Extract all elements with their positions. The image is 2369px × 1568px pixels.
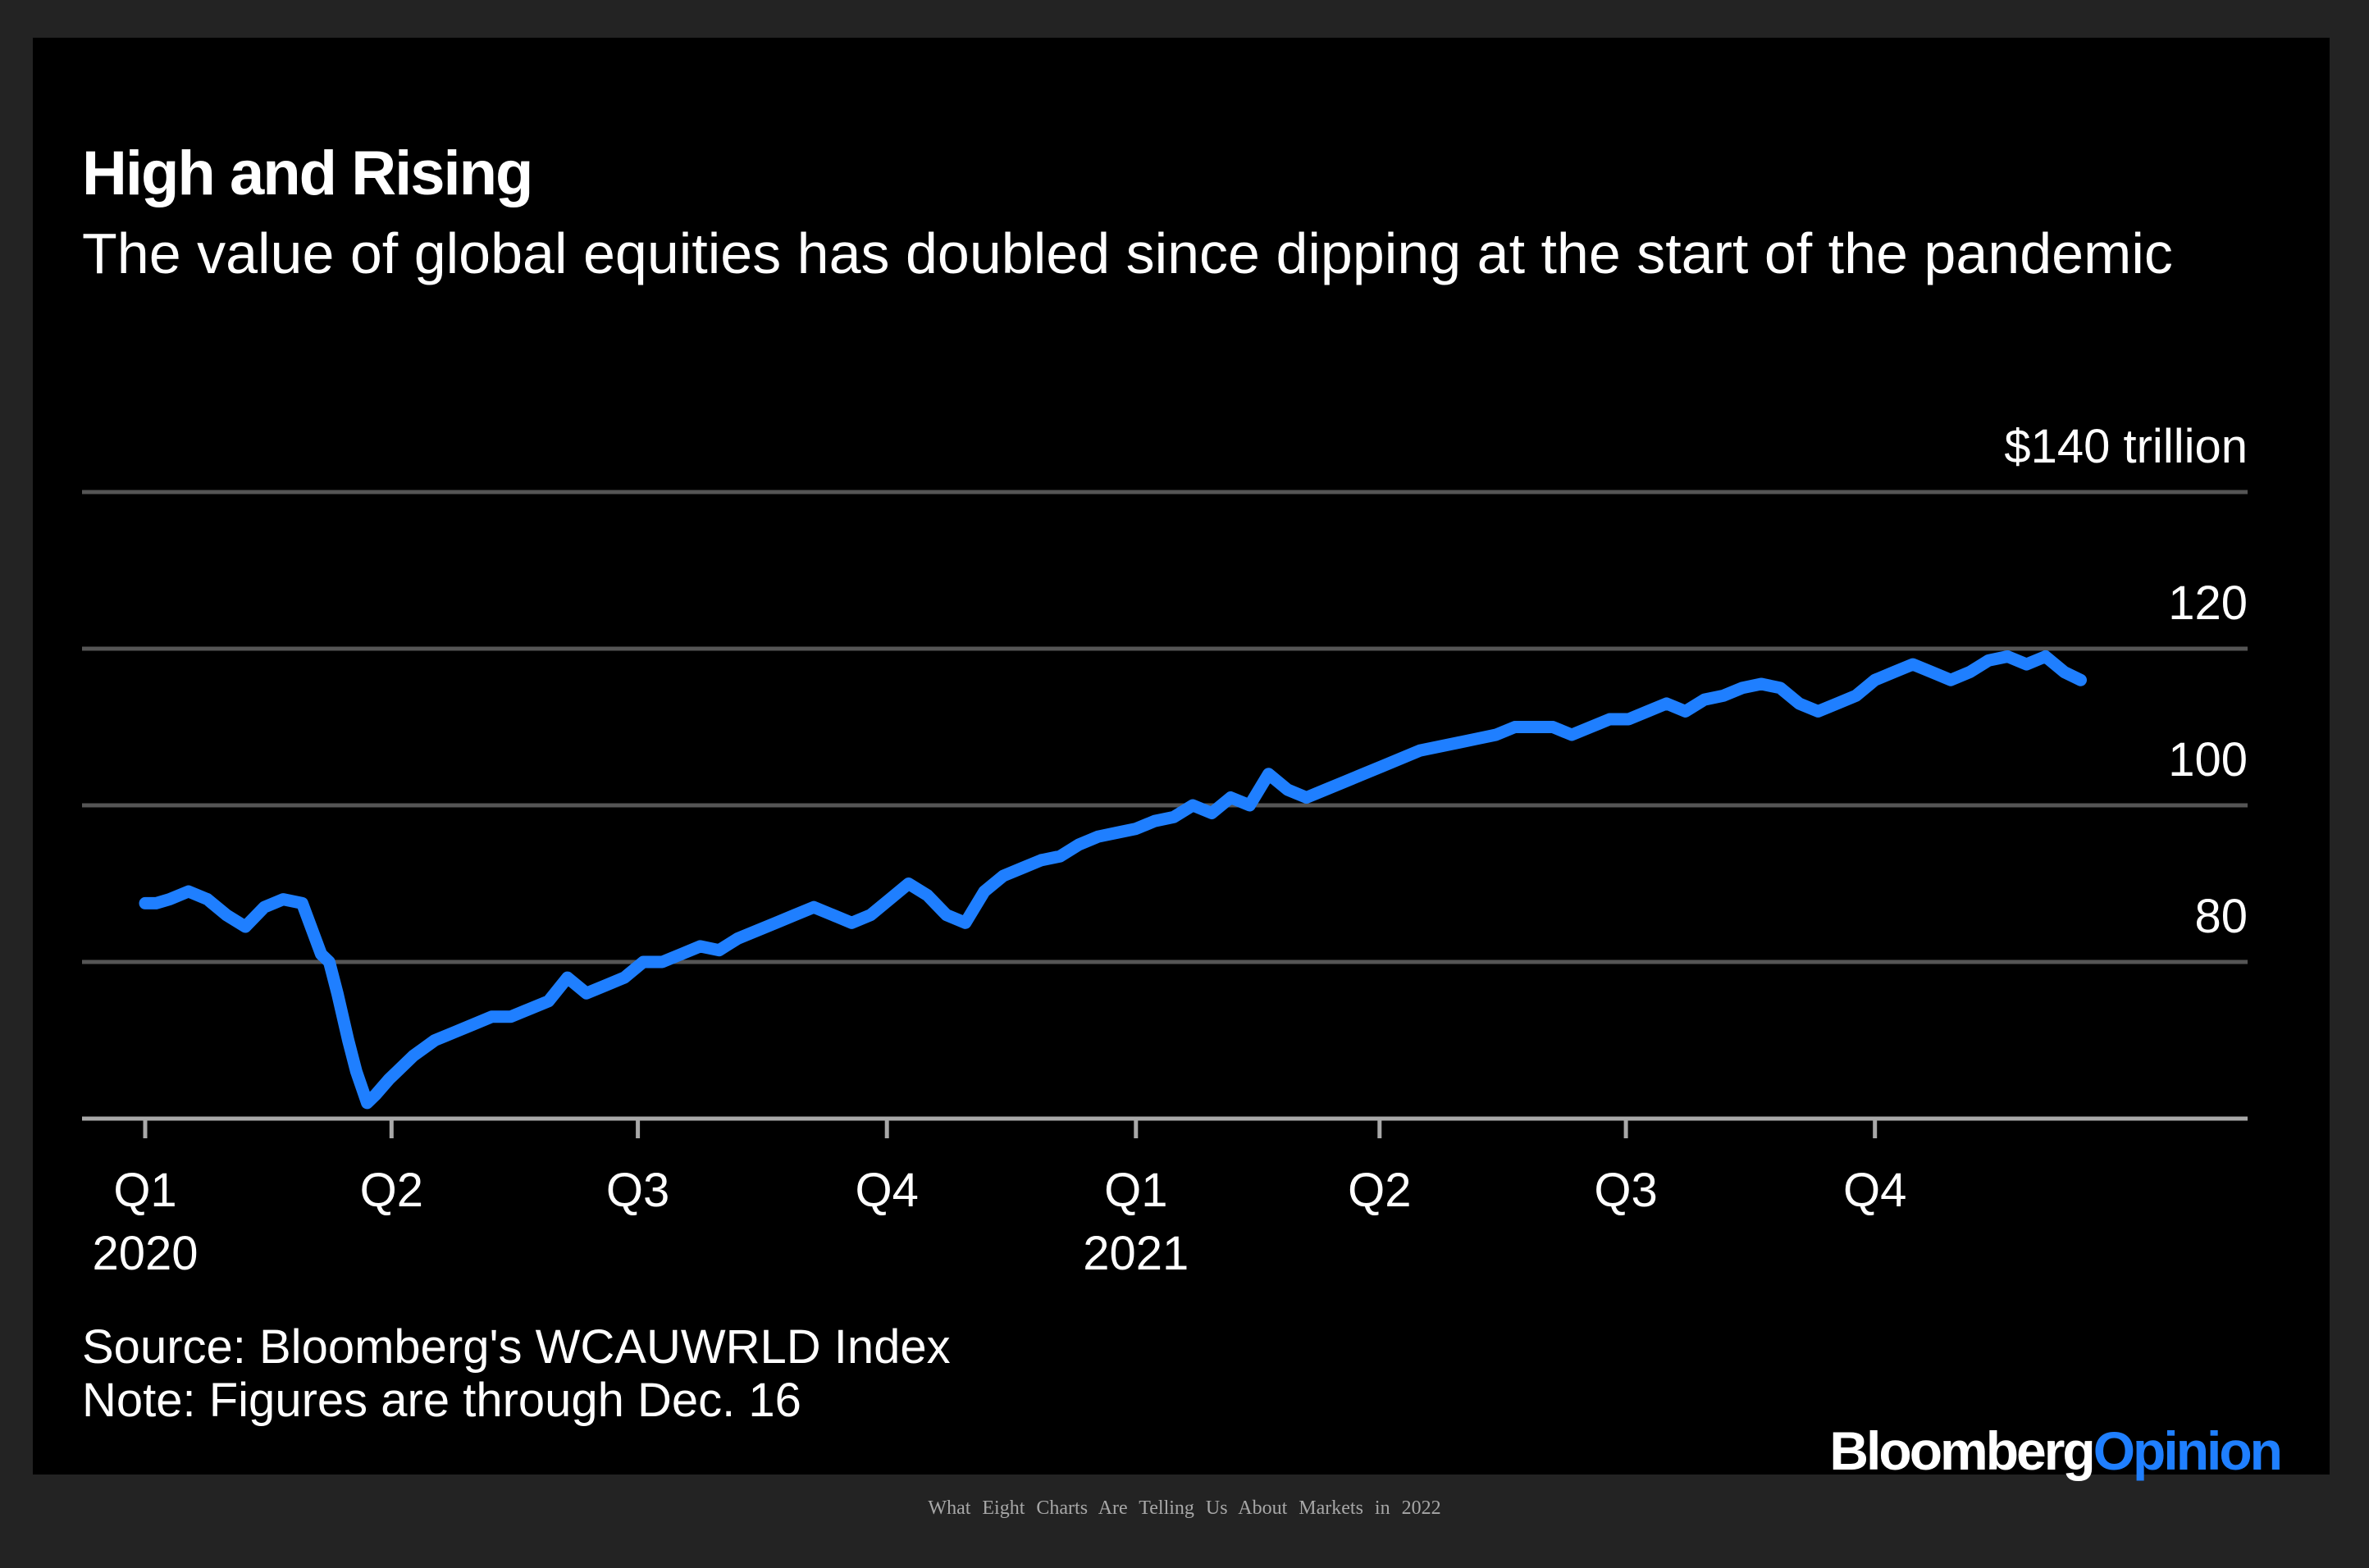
y-tick-label: 100 (2168, 733, 2248, 786)
x-tick-label: Q2 (360, 1164, 423, 1217)
x-tick-label: Q3 (1594, 1164, 1657, 1217)
x-tick-label: Q1 (1104, 1164, 1167, 1217)
x-tick-label: Q4 (856, 1164, 919, 1217)
logo-bloomberg-text: Bloomberg (1829, 1420, 2095, 1481)
figures-note: Note: Figures are through Dec. 16 (82, 1374, 801, 1427)
y-tick-label: 80 (2194, 890, 2248, 943)
x-tick-label: Q4 (1843, 1164, 1906, 1217)
x-axis: Q1 2020 Q2 Q3 Q4 Q1 2021 Q2 Q3 Q4 (82, 1116, 2248, 1280)
x-tick-label: Q2 (1348, 1164, 1411, 1217)
chart-title: High and Rising (82, 139, 533, 208)
y-tick-label: $140 trillion (2004, 420, 2248, 473)
chart-subtitle: The value of global equities has doubled… (82, 221, 2173, 285)
line-chart: 80 100 120 $140 trillion Q1 2020 Q2 Q3 Q4 Q1 2021… (82, 420, 2248, 1280)
bloomberg-opinion-logo: BloombergOpinion (1829, 1424, 2283, 1478)
y-axis-labels: 80 100 120 $140 trillion (2004, 420, 2248, 943)
page-caption: What Eight Charts Are Telling Us About M… (928, 1497, 1441, 1519)
gridlines (82, 490, 2248, 964)
y-tick-label: 120 (2168, 577, 2248, 630)
source-note: Source: Bloomberg's WCAUWRLD Index (82, 1320, 951, 1374)
chart-panel: High and Rising The value of global equi… (33, 38, 2330, 1478)
series-layer (139, 650, 2087, 1110)
x-tick-label: Q3 (606, 1164, 669, 1217)
x-tick-year-label: 2020 (92, 1227, 198, 1280)
series-line-0 (139, 650, 2087, 1110)
x-tick-year-label: 2021 (1083, 1227, 1189, 1280)
logo-opinion-text: Opinion (2093, 1420, 2283, 1481)
x-tick-label: Q1 (113, 1164, 176, 1217)
